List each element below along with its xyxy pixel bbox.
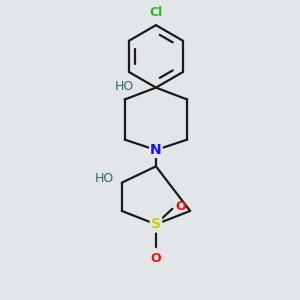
Text: O: O <box>176 200 187 213</box>
Text: S: S <box>151 217 161 231</box>
Text: HO: HO <box>95 172 114 185</box>
Text: Cl: Cl <box>149 6 163 19</box>
Text: HO: HO <box>114 80 134 93</box>
Text: N: N <box>150 143 162 157</box>
Text: O: O <box>151 252 161 265</box>
